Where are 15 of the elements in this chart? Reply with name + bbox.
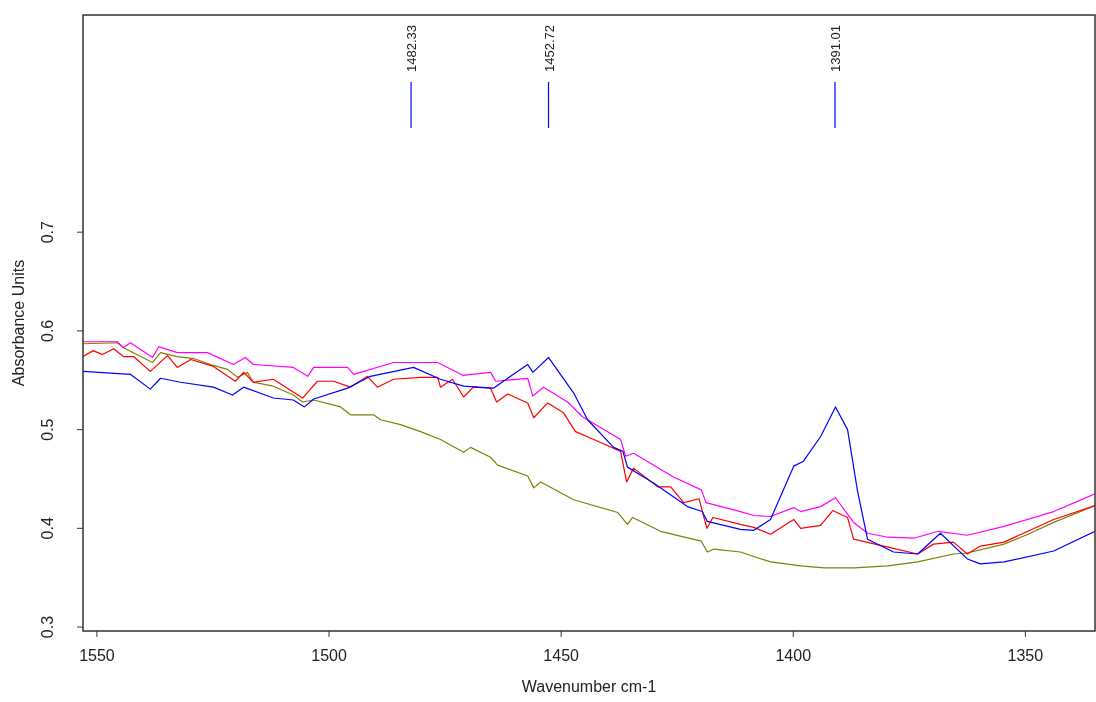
x-tick-label: 1500: [311, 647, 347, 664]
y-tick-label: 0.3: [39, 615, 56, 639]
x-tick-label: 1350: [1007, 647, 1044, 664]
ref-line-label: 1452.72: [541, 25, 557, 72]
x-tick-label: 1400: [775, 647, 812, 664]
x-tick-label: 1550: [79, 647, 115, 664]
ref-line-label: 1391.01: [827, 25, 843, 72]
y-tick-label: 0.5: [39, 418, 56, 441]
ref-line-label: 1482.33: [404, 25, 420, 72]
y-axis-title: Absorbance Units: [10, 259, 27, 387]
y-tick-label: 0.7: [39, 220, 56, 244]
y-tick-label: 0.6: [39, 319, 56, 343]
y-tick-label: 0.4: [39, 517, 56, 540]
x-tick-label: 1450: [543, 647, 580, 664]
x-axis-title: Wavenumber cm-1: [521, 678, 657, 695]
